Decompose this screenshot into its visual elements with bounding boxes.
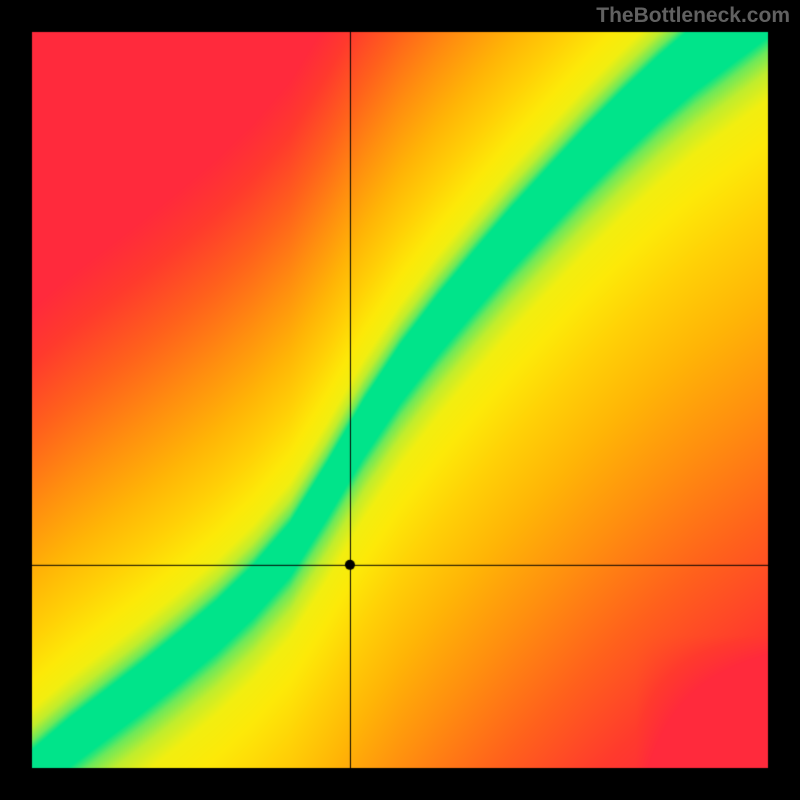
watermark-text: TheBottleneck.com	[596, 4, 790, 28]
bottleneck-heatmap	[0, 0, 800, 800]
chart-container: TheBottleneck.com	[0, 0, 800, 800]
